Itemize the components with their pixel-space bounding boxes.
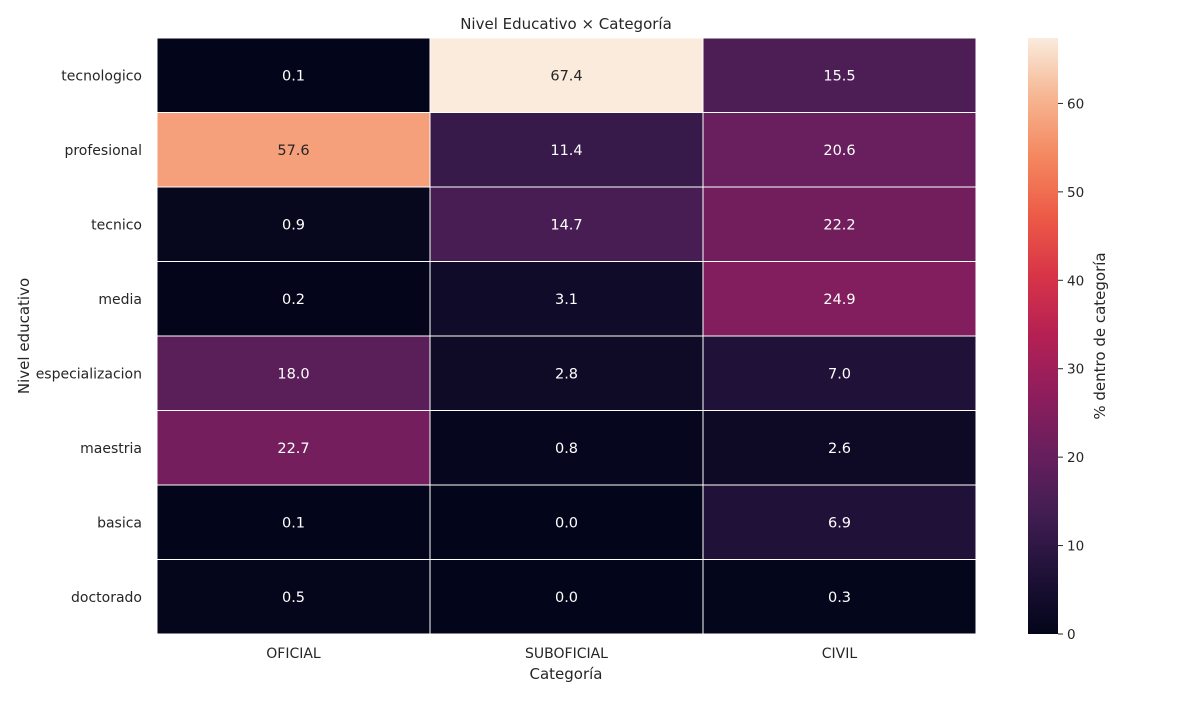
chart-title: Nivel Educativo × Categoría [460,15,672,33]
cell-value-label: 0.9 [282,217,305,233]
colorbar-tick-label: 0 [1067,627,1076,643]
y-tick-label: maestria [80,441,142,457]
colorbar-tick-label: 50 [1067,185,1084,201]
colorbar-tick-label: 60 [1067,96,1084,112]
cell-value-label: 57.6 [277,143,309,159]
colorbar-label: % dentro de categoría [1091,252,1109,419]
cell-value-label: 67.4 [550,68,582,84]
y-tick-label: tecnologico [61,68,142,84]
colorbar-gradient [1028,38,1058,634]
cell-value-label: 20.6 [823,143,855,159]
y-tick-label: media [98,292,142,308]
heatmap-cell [702,559,977,635]
colorbar-tick-label: 10 [1067,539,1084,555]
cell-value-label: 14.7 [550,217,582,233]
cell-value-label: 0.3 [828,590,851,606]
colorbar-tick-label: 20 [1067,450,1084,466]
cell-value-label: 0.2 [282,292,305,308]
heatmap-cells [156,37,977,635]
heatmap-cell [156,410,431,486]
heatmap-cell [156,261,431,337]
heatmap-cell [429,37,704,113]
y-tick-label: doctorado [71,590,142,606]
heatmap-cell-labels: 0.1 67.4 15.5 57.6 11.4 20.6 0.9 14.7 22.2 0.2 3.1… [277,68,855,606]
heatmap-cell [429,112,704,188]
cell-value-label: 6.9 [828,515,851,531]
heatmap-cell [156,559,431,635]
cell-value-label: 11.4 [550,143,582,159]
heatmap-cell [702,410,977,486]
cell-value-label: 0.8 [555,441,578,457]
cell-value-label: 24.9 [823,292,855,308]
heatmap-cell [702,112,977,188]
y-tick-label: basica [97,515,142,531]
cell-value-label: 0.0 [555,515,578,531]
cell-value-label: 15.5 [823,68,855,84]
cell-value-label: 2.6 [828,441,851,457]
cell-value-label: 22.7 [277,441,309,457]
colorbar: 0 10 20 30 40 50 60 [1028,38,1084,643]
cell-value-label: 18.0 [277,366,309,382]
cell-value-label: 0.0 [555,590,578,606]
colorbar-tick-label: 40 [1067,273,1084,289]
y-axis-label: Nivel educativo [15,278,33,394]
heatmap-cell [156,335,431,411]
colorbar-tick-label: 30 [1067,362,1084,378]
heatmap-cell [429,559,704,635]
heatmap-cell [702,484,977,560]
heatmap-cell [156,37,431,113]
y-tick-label: profesional [64,143,142,159]
y-tick-labels: tecnologico profesional tecnico media especi… [36,68,142,606]
heatmap-cell [702,261,977,337]
cell-value-label: 0.1 [282,68,305,84]
x-tick-labels: OFICIAL SUBOFICIAL CIVIL [266,646,857,662]
heatmap-cell [429,335,704,411]
cell-value-label: 0.5 [282,590,305,606]
x-tick-label: SUBOFICIAL [525,646,608,662]
cell-value-label: 22.2 [823,217,855,233]
y-tick-label: tecnico [91,217,142,233]
heatmap-cell [156,112,431,188]
heatmap-cell [429,186,704,262]
heatmap-cell [429,410,704,486]
x-tick-label: OFICIAL [266,646,321,662]
cell-value-label: 0.1 [282,515,305,531]
x-axis-label: Categoría [529,665,602,683]
heatmap-cell [156,484,431,560]
heatmap-cell [702,37,977,113]
heatmap-cell [429,484,704,560]
cell-value-label: 2.8 [555,366,578,382]
heatmap-cell [702,335,977,411]
cell-value-label: 7.0 [828,366,851,382]
y-tick-label: especializacion [36,366,142,382]
cell-value-label: 3.1 [555,292,578,308]
x-tick-label: CIVIL [822,646,858,662]
